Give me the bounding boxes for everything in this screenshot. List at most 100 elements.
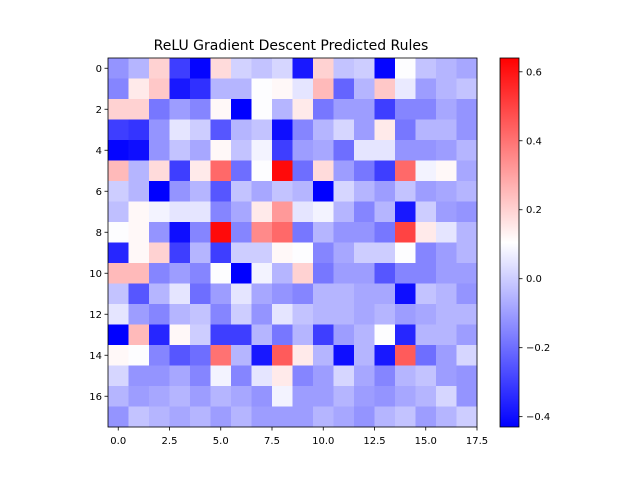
heatmap-cell — [374, 345, 396, 366]
heatmap-cell — [190, 304, 211, 325]
heatmap-cell — [190, 78, 211, 100]
heatmap-cell — [333, 242, 355, 264]
y-tick-label: 8 — [96, 228, 102, 239]
heatmap-cell — [108, 324, 129, 346]
heatmap-cell — [292, 324, 314, 346]
heatmap-cell — [149, 78, 170, 100]
heatmap-cell — [456, 365, 478, 387]
heatmap-cell — [395, 201, 416, 223]
heatmap-cell — [354, 263, 375, 284]
heatmap-cell — [313, 201, 334, 223]
heatmap-cell — [313, 304, 334, 325]
heatmap-cell — [292, 345, 314, 366]
heatmap-cell — [415, 304, 437, 325]
heatmap-cell — [395, 181, 416, 202]
heatmap-cell — [395, 365, 416, 387]
heatmap-cell — [210, 181, 232, 202]
heatmap-cell — [354, 58, 375, 79]
heatmap-cell — [456, 78, 478, 100]
heatmap-cell — [210, 222, 232, 243]
x-tick-label: 12.5 — [363, 436, 385, 447]
heatmap-cell — [415, 263, 437, 284]
heatmap-cell — [415, 283, 437, 305]
heatmap-cell — [272, 304, 293, 325]
heatmap-cell — [292, 181, 314, 202]
x-tick-label: 10.0 — [312, 436, 334, 447]
heatmap-cell — [272, 58, 293, 79]
heatmap-cell — [210, 324, 232, 346]
x-tick-label: 2.5 — [162, 436, 178, 447]
heatmap-cell — [272, 181, 293, 202]
heatmap-cell — [415, 345, 437, 366]
heatmap-cell — [210, 140, 232, 161]
heatmap-cell — [333, 58, 355, 79]
heatmap-cell — [354, 345, 375, 366]
heatmap-cell — [108, 345, 129, 366]
heatmap-cell — [128, 283, 150, 305]
heatmap-cell — [272, 345, 293, 366]
heatmap-cell — [251, 263, 273, 284]
heatmap-cell — [128, 140, 150, 161]
heatmap-cell — [456, 140, 478, 161]
heatmap-cell — [456, 386, 478, 407]
heatmap-cell — [313, 58, 334, 79]
heatmap-cell — [128, 345, 150, 366]
heatmap-cell — [169, 263, 191, 284]
heatmap-cell — [251, 99, 273, 120]
heatmap-cell — [272, 283, 293, 305]
heatmap-cell — [333, 119, 355, 141]
heatmap-cell — [272, 160, 293, 182]
heatmap-cell — [169, 78, 191, 100]
heatmap-cell — [210, 242, 232, 264]
heatmap-cell — [292, 160, 314, 182]
heatmap-cell — [190, 283, 211, 305]
heatmap-cell — [374, 222, 396, 243]
heatmap-cell — [436, 345, 457, 366]
x-tick-label: 17.5 — [466, 436, 488, 447]
heatmap-cell — [272, 365, 293, 387]
heatmap-cell — [190, 222, 211, 243]
heatmap-cell — [231, 324, 252, 346]
heatmap-cell — [456, 283, 478, 305]
heatmap-cell — [231, 140, 252, 161]
heatmap-cell — [190, 406, 211, 428]
heatmap-cell — [251, 304, 273, 325]
heatmap-cell — [374, 283, 396, 305]
heatmap-cell — [292, 119, 314, 141]
heatmap-cell — [395, 324, 416, 346]
colorbar-tick-label: −0.2 — [526, 343, 550, 354]
heatmap-cell — [108, 283, 129, 305]
heatmap-cell — [415, 201, 437, 223]
heatmap-cell — [395, 78, 416, 100]
heatmap-cell — [395, 160, 416, 182]
heatmap-cell — [374, 99, 396, 120]
heatmap-cell — [333, 283, 355, 305]
heatmap-cell — [436, 365, 457, 387]
heatmap-cell — [169, 283, 191, 305]
heatmap-cell — [374, 242, 396, 264]
heatmap-cell — [149, 160, 170, 182]
heatmap-cell — [313, 365, 334, 387]
heatmap-cell — [374, 78, 396, 100]
heatmap-cell — [149, 345, 170, 366]
heatmap-cell — [415, 386, 437, 407]
heatmap-cell — [210, 99, 232, 120]
heatmap-cell — [149, 140, 170, 161]
colorbar-tick-label: −0.4 — [526, 412, 550, 423]
heatmap-cell — [313, 283, 334, 305]
heatmap-cell — [272, 324, 293, 346]
heatmap-cell — [128, 242, 150, 264]
heatmap-cell — [149, 222, 170, 243]
heatmap-cell — [169, 222, 191, 243]
heatmap-cell — [333, 140, 355, 161]
heatmap-cell — [354, 201, 375, 223]
heatmap-cell — [231, 181, 252, 202]
heatmap-cell — [251, 222, 273, 243]
heatmap-cell — [395, 386, 416, 407]
heatmap-cell — [272, 222, 293, 243]
heatmap-cell — [374, 58, 396, 79]
heatmap-cell — [415, 99, 437, 120]
heatmap-cell — [128, 386, 150, 407]
heatmap-cell — [333, 160, 355, 182]
